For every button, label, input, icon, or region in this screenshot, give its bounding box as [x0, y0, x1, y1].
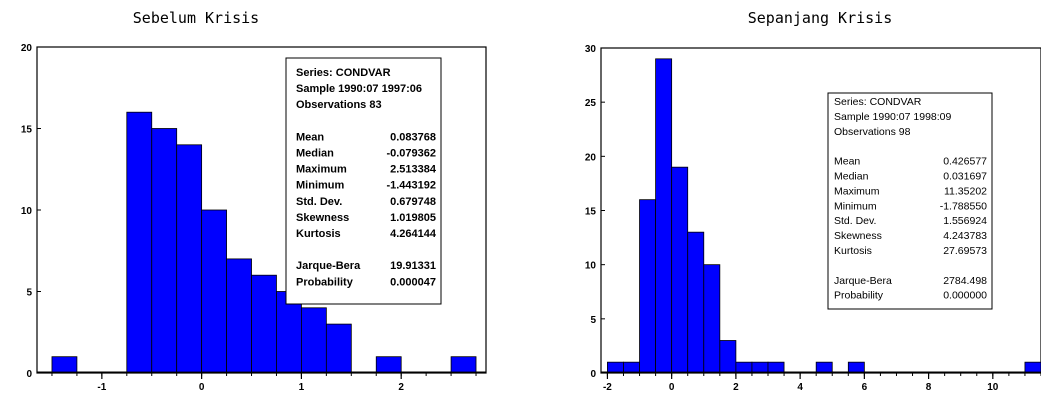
- stats-box: [827, 92, 993, 310]
- stats-header-line: Sample 1990:07 1998:09: [834, 111, 952, 123]
- stats-label: Median: [834, 171, 869, 183]
- stats-header-line: Series: CONDVAR: [834, 96, 922, 108]
- stats-value: 11.35202: [944, 185, 987, 197]
- stats-value: 1.019805: [390, 212, 436, 224]
- histogram-bar: [687, 231, 705, 373]
- histogram-bar: [719, 340, 737, 373]
- x-tick-label: 2: [733, 382, 739, 393]
- stats-test-label: Probability: [296, 276, 354, 288]
- stats-label: Mean: [296, 131, 324, 143]
- histogram-bar: [815, 361, 833, 373]
- histogram-bar: [623, 361, 640, 373]
- stats-label: Std. Dev.: [296, 196, 342, 208]
- x-tick-label: -1: [97, 382, 106, 393]
- x-tick-label: 10: [987, 382, 999, 393]
- histogram-bar: [276, 291, 302, 373]
- stats-value: 0.426577: [943, 156, 987, 168]
- stats-label: Std. Dev.: [834, 215, 876, 227]
- histogram-bar: [751, 361, 769, 373]
- histogram-bar: [251, 274, 277, 373]
- histogram-bar: [767, 361, 785, 373]
- stats-label: Kurtosis: [296, 228, 341, 240]
- x-tick-label: 1: [299, 382, 305, 393]
- chart-title: Sebelum Krisis: [133, 9, 259, 27]
- stats-value: 4.243783: [943, 230, 987, 242]
- histogram-bar: [226, 258, 252, 373]
- x-tick-label: 4: [797, 382, 803, 393]
- stats-test-value: 19.91331: [390, 260, 436, 272]
- histogram-bar: [301, 307, 327, 373]
- x-tick-label: 2: [398, 382, 404, 393]
- stats-value: -1.443192: [386, 180, 436, 192]
- histogram-bar: [671, 166, 689, 373]
- histogram-bar: [1024, 361, 1041, 373]
- x-tick-label: 0: [669, 382, 675, 393]
- x-tick-label: -2: [603, 382, 612, 393]
- y-tick-label: 15: [21, 125, 33, 136]
- stats-value: 4.264144: [390, 228, 437, 240]
- y-tick-label: 0: [26, 369, 32, 380]
- stats-value: 1.556924: [943, 215, 987, 227]
- histogram-bar: [639, 199, 656, 373]
- x-tick-label: 0: [199, 382, 205, 393]
- histogram-bar: [655, 58, 673, 373]
- y-tick-label: 20: [585, 152, 597, 163]
- stats-label: Median: [296, 148, 334, 160]
- x-tick-label: 8: [926, 382, 932, 393]
- stats-value: -0.079362: [386, 148, 436, 160]
- y-tick-label: 0: [590, 369, 596, 380]
- stats-label: Maximum: [834, 185, 880, 197]
- stats-test-value: 2784.498: [943, 275, 987, 287]
- y-tick-label: 30: [585, 44, 597, 55]
- stats-value: 2.513384: [390, 164, 437, 176]
- y-tick-label: 10: [21, 206, 33, 217]
- stats-label: Skewness: [834, 230, 882, 242]
- stats-value: 27.69573: [943, 245, 987, 257]
- y-tick-label: 25: [585, 98, 597, 109]
- stats-label: Minimum: [296, 180, 344, 192]
- stats-label: Mean: [834, 156, 860, 168]
- stats-value: 0.083768: [390, 131, 436, 143]
- stats-value: 0.031697: [943, 171, 987, 183]
- chart-title: Sepanjang Krisis: [748, 9, 893, 27]
- histogram-bar: [201, 209, 227, 373]
- stats-header-line: Series: CONDVAR: [296, 67, 391, 79]
- stats-value: 0.679748: [390, 196, 436, 208]
- histogram-bar: [126, 111, 153, 373]
- histogram-bar: [607, 361, 624, 373]
- histogram-sebelum-krisis: Sebelum Krisis 0 5 10 15 20 -1 0 1 2 Series: CONDV…: [21, 9, 487, 393]
- stats-label: Kurtosis: [834, 245, 872, 257]
- stats-header-line: Sample 1990:07 1997:06: [296, 83, 422, 95]
- histogram-bar: [375, 356, 402, 373]
- stats-value: -1.788550: [940, 200, 987, 212]
- x-tick-label: 6: [862, 382, 868, 393]
- stats-test-label: Probability: [834, 290, 884, 302]
- histogram-bar: [51, 356, 78, 373]
- stats-test-label: Jarque-Bera: [834, 275, 892, 287]
- stats-label: Maximum: [296, 164, 347, 176]
- histogram-bar: [325, 323, 352, 373]
- histogram-sepanjang-krisis: Sepanjang Krisis 0 5 10 15 20 25 30 -2 0 2 4 6 8 10 Ser…: [585, 9, 1041, 393]
- stats-header-line: Observations 83: [296, 99, 382, 111]
- stats-header-line: Observations 98: [834, 126, 911, 138]
- histogram-bar: [151, 128, 178, 373]
- y-tick-label: 20: [21, 43, 33, 54]
- histogram-bar: [735, 361, 753, 373]
- histogram-bar: [450, 356, 477, 373]
- y-tick-label: 10: [585, 261, 597, 272]
- histogram-bar: [703, 264, 721, 373]
- stats-test-value: 0.000047: [390, 276, 436, 288]
- stats-label: Skewness: [296, 212, 349, 224]
- stats-test-value: 0.000000: [943, 290, 987, 302]
- stats-test-label: Jarque-Bera: [296, 260, 361, 272]
- stats-label: Minimum: [834, 200, 877, 212]
- stats-box: [285, 57, 442, 305]
- y-tick-label: 15: [585, 207, 597, 218]
- y-tick-label: 5: [590, 315, 596, 326]
- histogram-bar: [176, 144, 203, 373]
- y-tick-label: 5: [26, 288, 32, 299]
- histogram-bar: [847, 361, 865, 373]
